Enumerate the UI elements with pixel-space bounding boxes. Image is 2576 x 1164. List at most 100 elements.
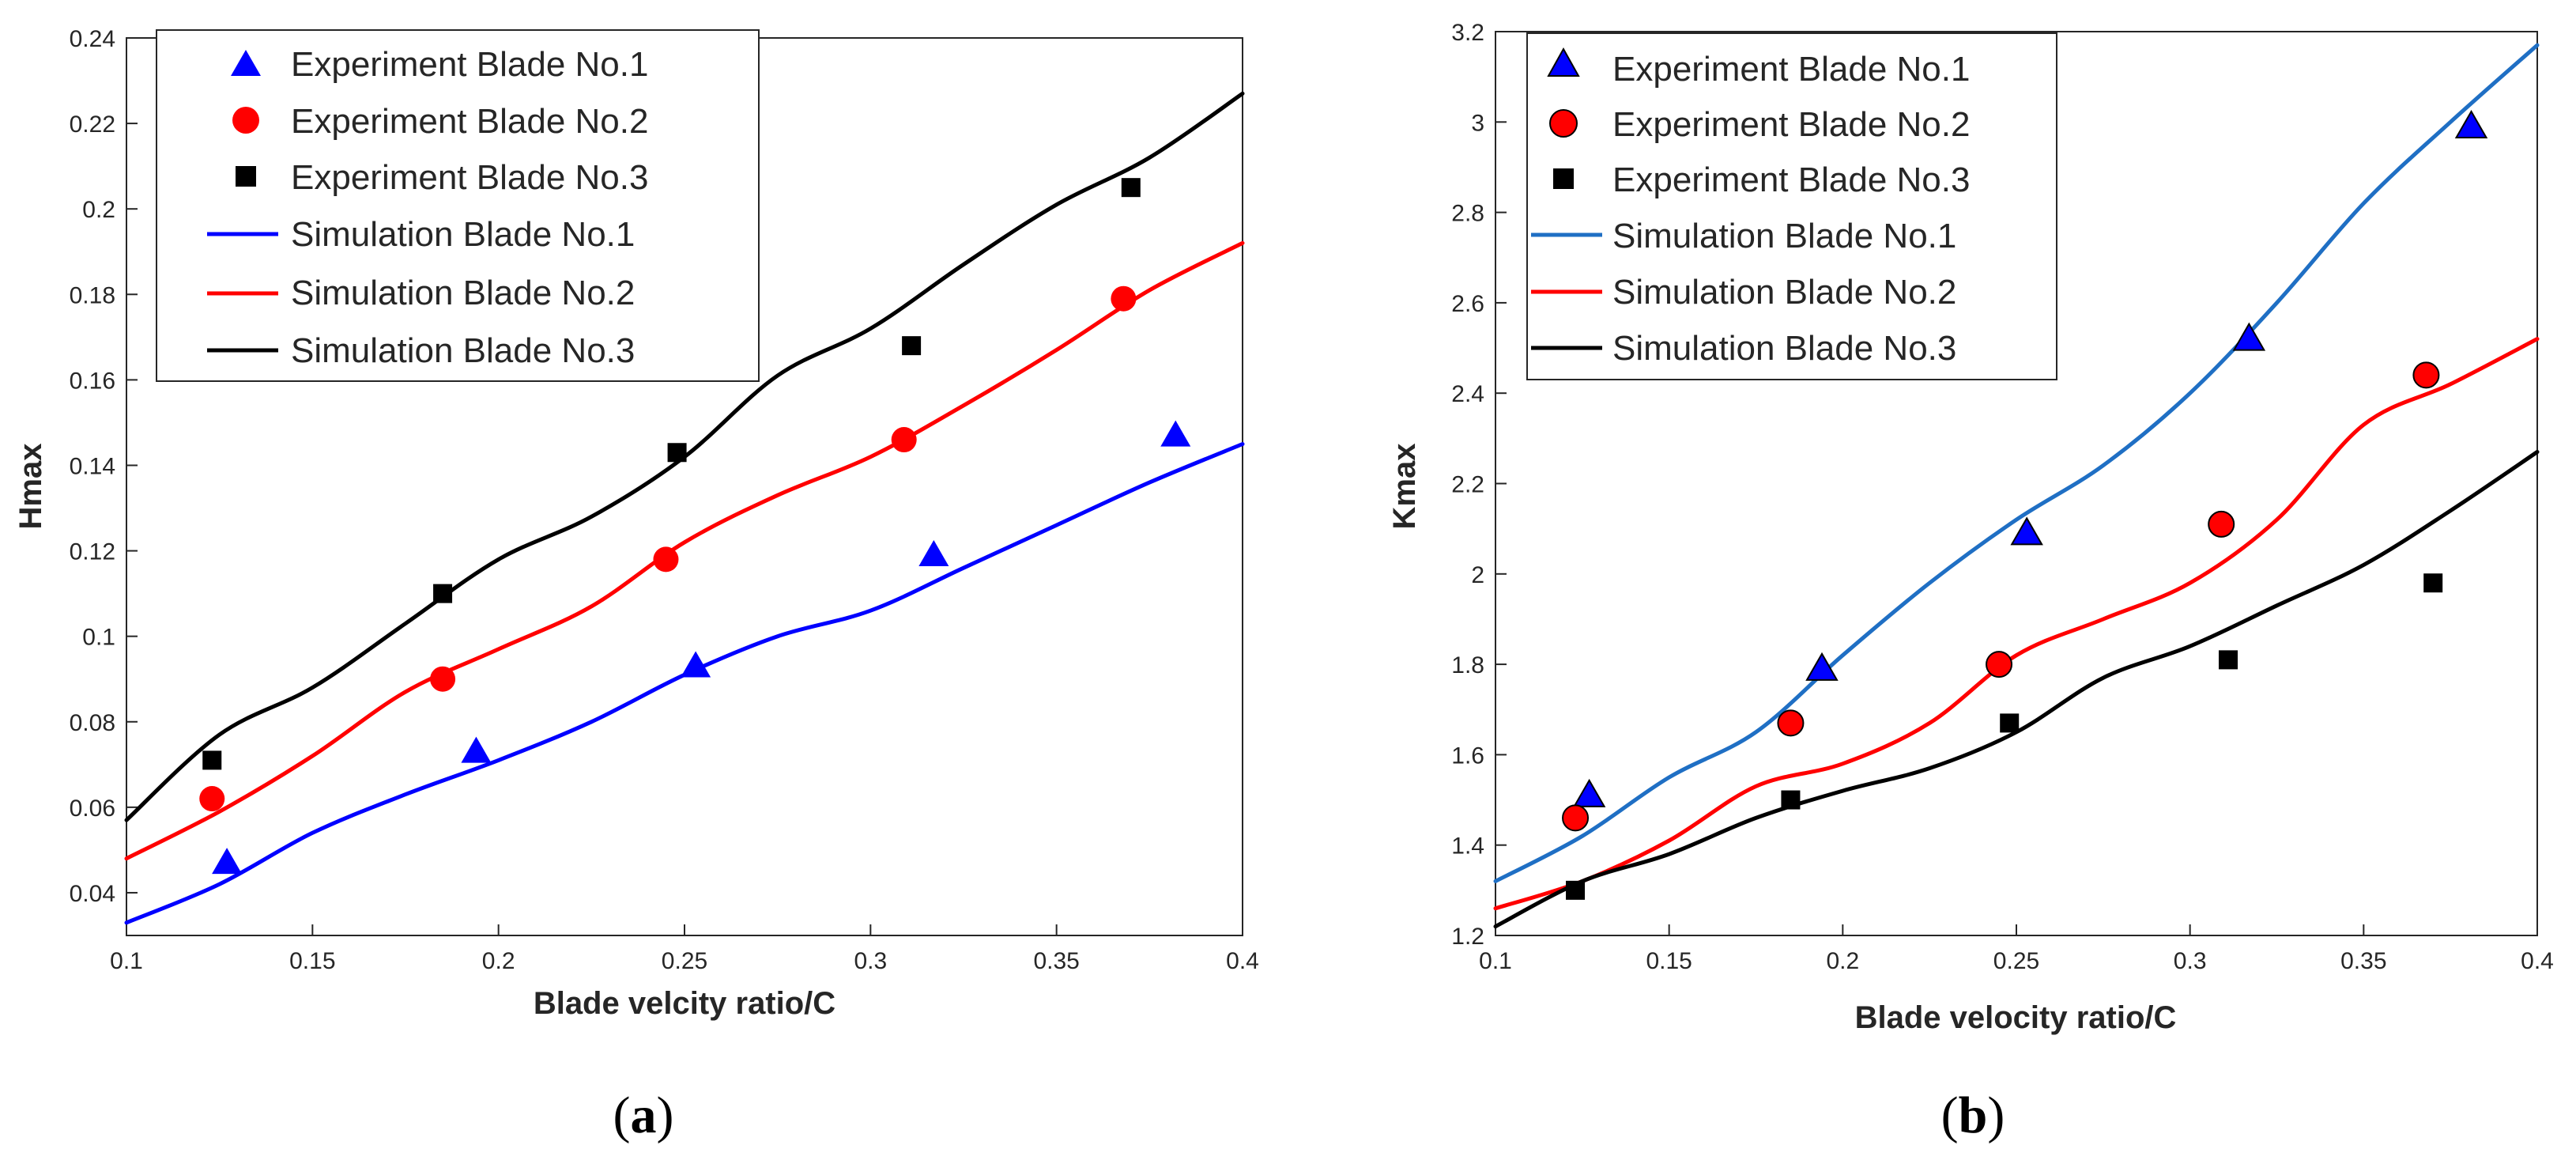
panel-b-y-tick-label: 3.2 <box>1451 20 1484 46</box>
panel-a-point-exp1 <box>461 736 492 763</box>
panel-a-x-tick-label: 0.3 <box>854 948 887 974</box>
panel-b: 0.1 0.15 0.2 0.25 0.3 0.35 0.4 1.2 1.4 1.6 1.8 2 2.… <box>1387 20 2554 1144</box>
panel-a-point-exp3 <box>902 336 922 356</box>
panel-b-x-tick-label: 0.25 <box>1993 948 2039 974</box>
legend-a-label-exp3: Experiment Blade No.3 <box>291 158 648 197</box>
panel-b-x-tick-label: 0.1 <box>1479 948 1512 974</box>
panel-a-x-tick-label: 0.35 <box>1033 948 1079 974</box>
panel-a-y-tick-label: 0.04 <box>70 881 115 907</box>
legend-a-marker-exp2 <box>232 107 259 134</box>
panel-a-x-tick-label: 0.25 <box>662 948 707 974</box>
panel-a-x-tick-label: 0.4 <box>1226 948 1259 974</box>
panel-b-y-tick-label: 2.6 <box>1451 291 1484 317</box>
panel-a-point-exp1 <box>212 848 243 875</box>
panel-a-y-tick-label: 0.16 <box>70 368 115 394</box>
panel-a-point-exp2 <box>891 427 917 453</box>
panel-b-point-exp2 <box>1986 651 2013 678</box>
panel-b-legend-box <box>1526 32 2057 380</box>
panel-a-y-tick-label: 0.12 <box>70 539 115 565</box>
panel-b-point-exp1 <box>1572 778 1606 807</box>
panel-b-markers <box>1562 110 2488 900</box>
legend-b-label-sim1: Simulation Blade No.1 <box>1612 217 1956 255</box>
panel-b-point-exp1 <box>2454 110 2488 139</box>
panel-b-point-exp2 <box>2412 361 2440 389</box>
panel-b-point-exp2 <box>1777 709 1805 737</box>
panel-b-x-tick-label: 0.3 <box>2174 948 2207 974</box>
legend-b-label-exp3: Experiment Blade No.3 <box>1612 161 1970 199</box>
panel-b-point-exp2 <box>1562 804 1590 832</box>
panel-b-point-exp3 <box>1566 880 1586 900</box>
legend-a-label-sim2: Simulation Blade No.2 <box>291 274 635 312</box>
panel-a-series-line-sim2 <box>124 240 1245 861</box>
panel-b-point-exp3 <box>2218 650 2238 670</box>
panel-a-y-tick-label: 0.14 <box>70 453 115 479</box>
panel-a-y-tick-label: 0.06 <box>70 796 115 822</box>
panel-a-point-exp1 <box>681 651 711 678</box>
panel-a-y-tick-label: 0.2 <box>82 197 115 223</box>
panel-b-point-exp1 <box>2010 516 2043 546</box>
panel-b-y-tick-label: 2.4 <box>1451 381 1484 407</box>
panel-b-x-tick-label: 0.35 <box>2340 948 2386 974</box>
panel-a-point-exp3 <box>202 750 222 770</box>
panel-b-y-ticks: 1.2 1.4 1.6 1.8 2 2.2 2.4 2.6 2.8 3 3.2 <box>1451 20 1507 950</box>
panel-b-y-tick-label: 1.2 <box>1451 924 1484 950</box>
panel-a-x-tick-label: 0.2 <box>482 948 515 974</box>
panel-a-point-exp3 <box>433 584 453 603</box>
panel-b-caption: (b) <box>1941 1087 2005 1144</box>
panel-a-point-exp3 <box>667 443 687 463</box>
panel-b-y-tick-label: 1.8 <box>1451 652 1484 678</box>
panel-b-point-exp3 <box>1781 790 1801 810</box>
legend-a-label-sim3: Simulation Blade No.3 <box>291 331 635 370</box>
panel-a-legend: Experiment Blade No.1 Experiment Blade N… <box>156 29 760 382</box>
panel-b-y-tick-label: 3 <box>1471 110 1484 136</box>
panel-a-markers <box>199 178 1191 875</box>
legend-b-label-exp2: Experiment Blade No.2 <box>1612 105 1970 144</box>
panel-b-x-tick-label: 0.2 <box>1826 948 1859 974</box>
panel-a-y-tick-label: 0.08 <box>70 710 115 736</box>
panel-a-x-axis-label: Blade velcity ratio/C <box>534 986 835 1021</box>
panel-a-point-exp3 <box>1121 178 1141 198</box>
panel-b-x-tick-label: 0.4 <box>2521 948 2554 974</box>
panel-b-point-exp3 <box>2000 713 2020 733</box>
panel-a-y-tick-label: 0.1 <box>82 625 115 651</box>
panel-b-y-tick-label: 2 <box>1471 562 1484 588</box>
panel-a-x-ticks: 0.1 0.15 0.2 0.25 0.3 0.35 0.4 <box>110 924 1259 974</box>
panel-a-point-exp2 <box>653 546 679 573</box>
legend-a-label-sim1: Simulation Blade No.1 <box>291 215 635 254</box>
panel-a-caption: (a) <box>613 1087 674 1144</box>
panel-b-series-line-sim1 <box>1493 43 2540 883</box>
panel-b-series-line-sim3 <box>1493 450 2540 929</box>
panel-a-y-tick-label: 0.18 <box>70 282 115 308</box>
legend-a-label-exp2: Experiment Blade No.2 <box>291 102 648 141</box>
panel-b-x-ticks: 0.1 0.15 0.2 0.25 0.3 0.35 0.4 <box>1479 924 2554 974</box>
panel-a: 0.1 0.15 0.2 0.25 0.3 0.35 0.4 0.04 0.06 0.08 0.1… <box>13 26 1259 1144</box>
panel-a-y-axis-label: Hmax <box>13 444 48 530</box>
panel-b-x-axis-label: Blade velocity ratio/C <box>1855 1000 2177 1035</box>
panel-a-x-tick-label: 0.15 <box>289 948 335 974</box>
panel-a-point-exp2 <box>430 666 456 692</box>
panel-b-y-tick-label: 2.8 <box>1451 201 1484 227</box>
panel-b-y-tick-label: 1.6 <box>1451 743 1484 769</box>
panel-a-point-exp2 <box>1111 285 1137 312</box>
panel-b-legend: Experiment Blade No.1 Experiment Blade N… <box>1526 32 2057 380</box>
panel-b-point-exp3 <box>2423 573 2443 593</box>
panel-b-point-exp1 <box>2232 322 2266 351</box>
legend-b-label-exp1: Experiment Blade No.1 <box>1612 50 1970 89</box>
panel-a-point-exp2 <box>199 786 225 812</box>
panel-b-y-tick-label: 1.4 <box>1451 833 1484 860</box>
panel-b-point-exp2 <box>2208 510 2235 538</box>
legend-b-marker-exp1 <box>1547 47 1580 77</box>
panel-b-lines <box>1493 43 2540 929</box>
legend-a-marker-exp3 <box>236 166 256 187</box>
panel-a-point-exp1 <box>1160 420 1191 447</box>
panel-a-y-tick-label: 0.24 <box>70 26 115 52</box>
panel-a-y-tick-label: 0.22 <box>70 111 115 138</box>
panel-a-legend-box <box>156 29 760 382</box>
panel-a-x-tick-label: 0.1 <box>110 948 143 974</box>
legend-a-label-exp1: Experiment Blade No.1 <box>291 45 648 84</box>
panel-a-y-ticks: 0.04 0.06 0.08 0.1 0.12 0.14 0.16 0.18 0.2 0.22 0.… <box>70 26 138 907</box>
panel-b-series-line-sim2 <box>1493 337 2540 911</box>
panel-b-y-axis-label: Kmax <box>1387 444 1422 530</box>
legend-a-marker-exp1 <box>231 50 261 76</box>
